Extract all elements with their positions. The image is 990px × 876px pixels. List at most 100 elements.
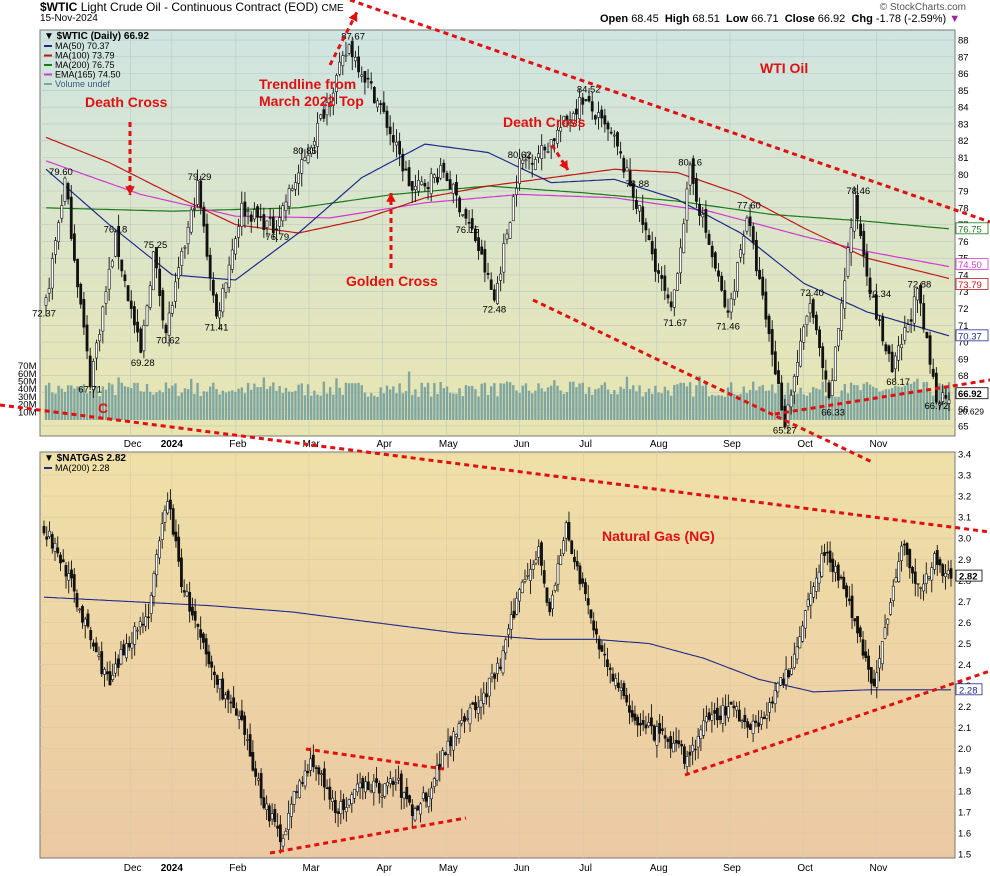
candle-body <box>361 778 365 789</box>
candle-body <box>869 667 873 684</box>
volume-bar <box>351 383 354 420</box>
candle-body <box>252 209 256 220</box>
candle-body <box>460 720 464 724</box>
volume-bar <box>944 385 948 420</box>
volume-bar <box>619 386 622 420</box>
volume-bar <box>613 390 616 420</box>
candle-body <box>704 716 708 723</box>
candle-body <box>779 677 782 686</box>
candle-body <box>441 750 444 769</box>
candle-body <box>152 573 156 597</box>
volume-bar <box>840 390 843 420</box>
candle-body <box>303 770 307 787</box>
y-tick-label: 3.2 <box>958 492 971 503</box>
candle-body <box>432 174 436 179</box>
candle-body <box>410 804 414 816</box>
volume-bar <box>628 389 632 420</box>
candle-body <box>846 247 850 277</box>
volume-bar <box>155 392 158 420</box>
candle-body <box>540 145 544 159</box>
volume-bar <box>471 385 474 420</box>
volume-bar <box>123 386 127 420</box>
candle-body <box>507 628 510 636</box>
volume-bar <box>932 395 935 420</box>
candle-body <box>548 601 552 613</box>
volume-bar <box>537 383 540 420</box>
y-tick-label: 3.0 <box>958 534 971 545</box>
volume-bar <box>445 386 449 420</box>
y-tick-label: 86 <box>958 69 969 80</box>
candle-body <box>380 795 384 798</box>
volume-tick-label: 60M <box>18 369 37 380</box>
candle-body <box>825 551 829 554</box>
volume-bar <box>291 391 294 420</box>
candle-body <box>767 315 771 335</box>
candle-body <box>806 599 810 607</box>
candle-body <box>612 134 616 137</box>
title-exchange: CME <box>321 3 344 14</box>
candle-body <box>405 786 409 800</box>
candle-body <box>347 799 351 806</box>
y-tick-label: 1.6 <box>958 828 971 839</box>
candle-body <box>935 550 939 565</box>
candle-body <box>245 739 249 741</box>
y-tick-label: 70 <box>958 338 969 349</box>
candle-body <box>455 181 458 196</box>
candle-body <box>743 714 747 723</box>
volume-bar <box>338 387 341 420</box>
candle-body <box>420 181 424 186</box>
candle-body <box>852 191 856 232</box>
volume-bar <box>379 387 382 420</box>
volume-bar <box>878 391 881 420</box>
candle-body <box>53 542 57 552</box>
price-label: 87.67 <box>341 32 365 43</box>
y-tick-label: 87 <box>958 52 969 63</box>
volume-bar <box>688 382 692 420</box>
candle-body <box>578 565 582 585</box>
volume-bar <box>777 384 780 420</box>
x-tick-label: Sep <box>723 439 741 450</box>
candle-body <box>542 570 546 584</box>
candle-body <box>171 508 175 535</box>
volume-bar <box>916 378 919 420</box>
candle-body <box>189 209 193 233</box>
candle-body <box>331 797 334 802</box>
volume-bar <box>404 391 408 420</box>
candle-body <box>467 222 471 224</box>
candle-body <box>246 210 250 212</box>
candle-body <box>480 246 484 255</box>
candle-body <box>273 809 277 822</box>
volume-bar <box>906 383 910 420</box>
candle-body <box>928 335 932 365</box>
volume-bar <box>376 396 379 420</box>
x-tick-label: Mar <box>302 439 320 450</box>
candle-body <box>421 792 425 799</box>
volume-bar <box>815 388 818 420</box>
volume-bar <box>714 395 717 420</box>
close-value: 66.92 <box>817 13 846 25</box>
volume-bar <box>549 385 553 420</box>
candle-body <box>647 722 651 727</box>
candle-body <box>265 220 269 228</box>
candle-body <box>211 279 215 296</box>
candle-body <box>691 744 695 752</box>
candle-body <box>256 778 260 781</box>
volume-bar <box>303 395 307 420</box>
candle-body <box>276 825 280 829</box>
candle-body <box>941 392 945 402</box>
candle-body <box>103 669 106 675</box>
candle-body <box>691 158 695 184</box>
candle-body <box>515 188 518 196</box>
candle-body <box>254 768 258 777</box>
candle-body <box>249 214 253 222</box>
candle-body <box>933 553 936 570</box>
candle-body <box>893 355 897 370</box>
candle-body <box>889 602 892 615</box>
volume-tick-label: 30M <box>18 392 37 403</box>
candle-body <box>485 693 488 698</box>
candle-body <box>483 249 487 273</box>
candle-body <box>856 195 859 220</box>
golden-cross-label: Golden Cross <box>346 273 438 289</box>
price-label: 72.88 <box>908 280 932 291</box>
candle-body <box>762 716 766 720</box>
